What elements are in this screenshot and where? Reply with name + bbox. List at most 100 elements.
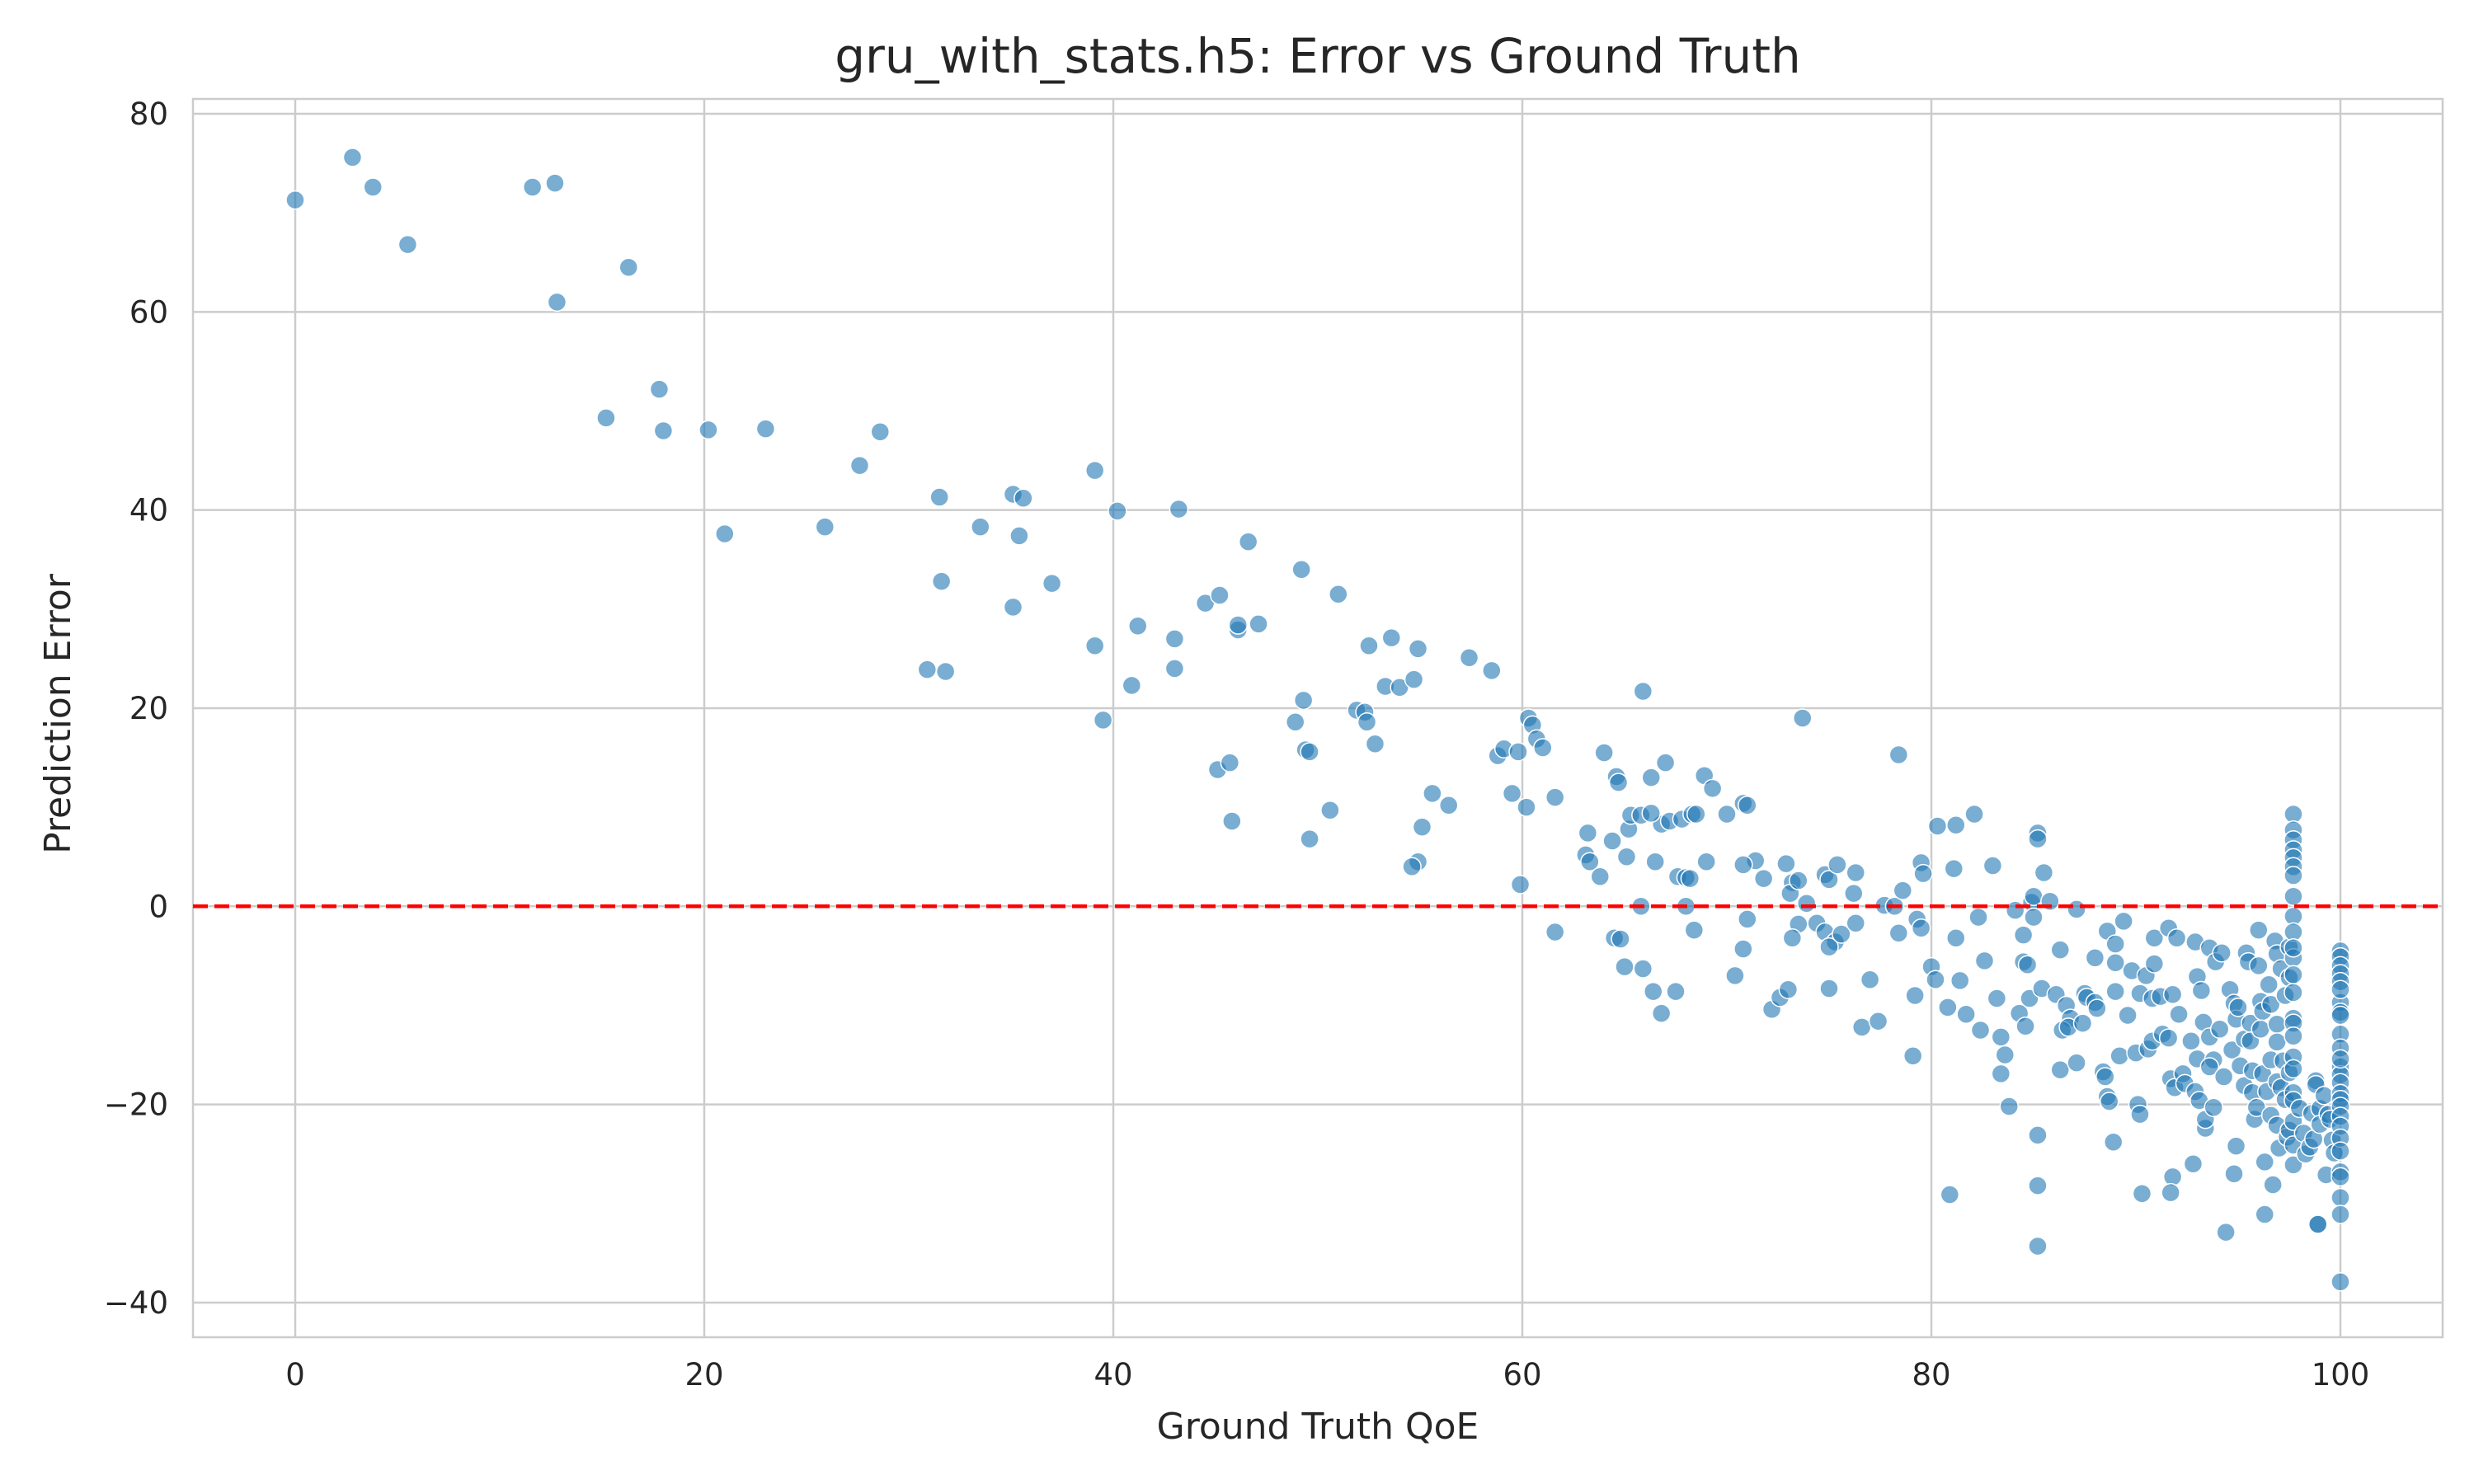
data-point <box>2067 1053 2086 1073</box>
data-point <box>1776 853 1796 874</box>
data-point <box>1285 712 1305 732</box>
data-point <box>1851 1017 1872 1037</box>
x-tick-label: 40 <box>1094 1357 1132 1392</box>
data-point <box>1545 787 1565 807</box>
data-point <box>2228 998 2248 1017</box>
data-point <box>1293 690 1314 711</box>
data-point <box>2181 1031 2201 1051</box>
data-point <box>1009 526 1029 546</box>
data-point <box>1950 970 1970 991</box>
data-point <box>618 257 638 278</box>
data-point <box>1291 560 1311 580</box>
data-point <box>1991 1027 2011 1047</box>
data-point <box>1832 924 1851 944</box>
data-point <box>1782 928 1803 948</box>
data-point <box>2005 900 2025 920</box>
data-point <box>2255 1152 2274 1172</box>
data-point <box>2255 1205 2274 1224</box>
y-tick-label: 80 <box>129 96 168 132</box>
data-point <box>2162 984 2183 1004</box>
data-point <box>547 292 567 312</box>
data-point <box>2284 965 2303 984</box>
data-point <box>2224 1163 2244 1184</box>
data-point <box>870 421 891 442</box>
data-point <box>2284 938 2303 958</box>
data-point <box>2251 1019 2271 1040</box>
data-point <box>2144 954 2165 974</box>
data-point <box>2158 1028 2179 1048</box>
data-point <box>2087 998 2107 1018</box>
data-point <box>522 177 543 197</box>
data-point <box>1911 918 1931 938</box>
data-point <box>1578 823 1598 843</box>
data-point <box>1938 998 1958 1017</box>
data-point <box>1789 871 1808 890</box>
data-point <box>1482 660 1502 681</box>
data-point <box>1412 817 1432 837</box>
data-point <box>1438 795 1459 815</box>
data-point <box>2284 1155 2303 1175</box>
data-point <box>1725 965 1745 986</box>
data-point <box>2050 1059 2070 1080</box>
data-point <box>1982 856 2003 876</box>
data-point <box>1533 738 1553 758</box>
y-tick-label: 20 <box>129 691 168 726</box>
data-point <box>931 571 952 591</box>
data-point <box>1651 1003 1672 1023</box>
data-point <box>1545 922 1565 942</box>
data-point <box>2015 1016 2035 1036</box>
data-point <box>1320 800 1340 820</box>
data-point <box>2028 1236 2048 1256</box>
x-tick-label: 100 <box>2312 1357 2370 1392</box>
data-point <box>1753 868 1774 889</box>
data-point <box>1300 829 1319 849</box>
data-point <box>2183 1153 2204 1174</box>
data-point <box>2284 1059 2303 1079</box>
data-point <box>849 455 870 476</box>
data-point <box>1502 783 1522 804</box>
data-point <box>2100 1092 2119 1111</box>
data-point <box>929 487 949 507</box>
data-point <box>2284 866 2303 885</box>
data-point <box>2109 1045 2129 1066</box>
x-tick-label: 20 <box>684 1357 723 1392</box>
data-point <box>1968 907 1988 928</box>
data-point <box>1717 804 1737 824</box>
data-point <box>1084 636 1105 656</box>
data-point <box>1238 532 1258 552</box>
data-point <box>2013 925 2034 945</box>
data-point <box>1686 804 1706 824</box>
data-point <box>1680 868 1700 889</box>
data-point <box>2105 934 2125 954</box>
data-point <box>2331 1049 2350 1069</box>
data-point <box>2260 994 2281 1015</box>
y-tick-label: 0 <box>148 889 168 924</box>
data-point <box>1014 488 1033 508</box>
data-point <box>2331 1167 2350 1187</box>
data-point <box>1517 797 1536 817</box>
data-point <box>2284 983 2303 1003</box>
data-point <box>2331 1141 2350 1161</box>
data-point <box>1696 852 1716 871</box>
data-point <box>1608 773 1629 792</box>
data-point <box>1778 979 1799 999</box>
data-point <box>1645 852 1665 871</box>
data-point <box>2024 886 2044 907</box>
data-point <box>2028 829 2048 849</box>
data-point <box>2050 940 2070 960</box>
data-point <box>2267 1032 2287 1052</box>
data-point <box>1974 951 1995 971</box>
data-point <box>2204 1097 2223 1117</box>
data-point <box>2199 1057 2220 1077</box>
data-point <box>2132 1184 2152 1204</box>
data-point <box>971 517 990 537</box>
data-point <box>2267 1014 2287 1035</box>
data-point <box>653 420 674 441</box>
data-point <box>2212 943 2232 963</box>
data-point <box>1122 675 1142 696</box>
data-point <box>1510 875 1531 895</box>
data-point <box>1738 795 1757 815</box>
data-point <box>1641 768 1661 787</box>
data-point <box>1164 659 1185 679</box>
data-points <box>285 148 2350 1292</box>
